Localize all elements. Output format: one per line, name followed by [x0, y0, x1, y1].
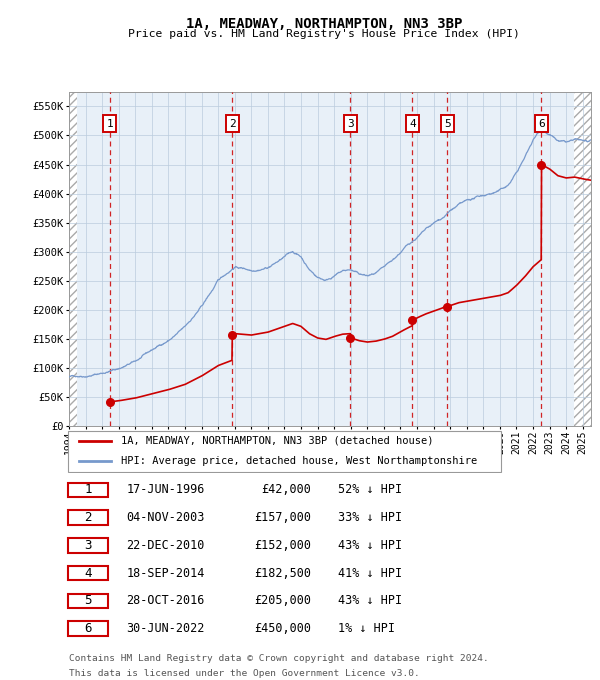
- Text: 04-NOV-2003: 04-NOV-2003: [127, 511, 205, 524]
- Text: 18-SEP-2014: 18-SEP-2014: [127, 566, 205, 579]
- Text: 43% ↓ HPI: 43% ↓ HPI: [338, 594, 401, 607]
- Text: 5: 5: [444, 118, 451, 129]
- Text: 1: 1: [85, 483, 92, 496]
- Text: 28-OCT-2016: 28-OCT-2016: [127, 594, 205, 607]
- Text: 17-JUN-1996: 17-JUN-1996: [127, 483, 205, 496]
- Text: 30-JUN-2022: 30-JUN-2022: [127, 622, 205, 635]
- Text: £157,000: £157,000: [254, 511, 311, 524]
- Text: 6: 6: [85, 622, 92, 635]
- Text: 4: 4: [85, 566, 92, 579]
- Text: HPI: Average price, detached house, West Northamptonshire: HPI: Average price, detached house, West…: [121, 456, 478, 466]
- Text: 3: 3: [85, 539, 92, 552]
- Text: 6: 6: [538, 118, 545, 129]
- Text: 22-DEC-2010: 22-DEC-2010: [127, 539, 205, 552]
- Polygon shape: [574, 92, 591, 426]
- Text: 1: 1: [106, 118, 113, 129]
- FancyBboxPatch shape: [68, 538, 108, 553]
- Text: 2: 2: [85, 511, 92, 524]
- FancyBboxPatch shape: [68, 431, 501, 471]
- Text: £152,000: £152,000: [254, 539, 311, 552]
- Text: Price paid vs. HM Land Registry's House Price Index (HPI): Price paid vs. HM Land Registry's House …: [128, 29, 520, 39]
- Text: 1% ↓ HPI: 1% ↓ HPI: [338, 622, 395, 635]
- Text: 52% ↓ HPI: 52% ↓ HPI: [338, 483, 401, 496]
- Text: £182,500: £182,500: [254, 566, 311, 579]
- Text: £450,000: £450,000: [254, 622, 311, 635]
- FancyBboxPatch shape: [68, 566, 108, 581]
- Text: £42,000: £42,000: [261, 483, 311, 496]
- Text: 4: 4: [409, 118, 416, 129]
- Text: 5: 5: [85, 594, 92, 607]
- FancyBboxPatch shape: [68, 594, 108, 608]
- Text: 43% ↓ HPI: 43% ↓ HPI: [338, 539, 401, 552]
- Text: 33% ↓ HPI: 33% ↓ HPI: [338, 511, 401, 524]
- Text: 1A, MEADWAY, NORTHAMPTON, NN3 3BP: 1A, MEADWAY, NORTHAMPTON, NN3 3BP: [186, 17, 462, 31]
- Text: 3: 3: [347, 118, 354, 129]
- Polygon shape: [69, 92, 77, 426]
- Text: 2: 2: [229, 118, 235, 129]
- Text: 41% ↓ HPI: 41% ↓ HPI: [338, 566, 401, 579]
- Text: £205,000: £205,000: [254, 594, 311, 607]
- FancyBboxPatch shape: [68, 622, 108, 636]
- Text: 1A, MEADWAY, NORTHAMPTON, NN3 3BP (detached house): 1A, MEADWAY, NORTHAMPTON, NN3 3BP (detac…: [121, 436, 434, 445]
- FancyBboxPatch shape: [68, 483, 108, 497]
- Text: This data is licensed under the Open Government Licence v3.0.: This data is licensed under the Open Gov…: [69, 669, 420, 678]
- Text: Contains HM Land Registry data © Crown copyright and database right 2024.: Contains HM Land Registry data © Crown c…: [69, 653, 489, 663]
- FancyBboxPatch shape: [68, 511, 108, 525]
